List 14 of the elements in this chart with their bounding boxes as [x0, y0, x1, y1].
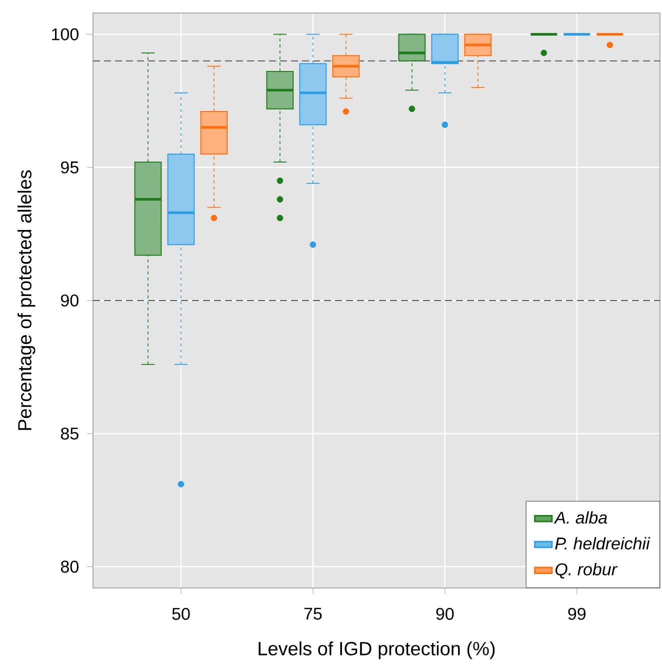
y-tick-label: 80 — [60, 560, 78, 573]
legend-label: Q. robur — [555, 562, 618, 578]
legend-label: P. heldreichii — [555, 537, 650, 550]
y-tick-label: 95 — [61, 161, 78, 174]
y-axis-title: Percentage of protected alleles — [18, 170, 36, 430]
y-tick-label: 90 — [61, 294, 78, 307]
legend-label: A. alba — [554, 511, 607, 524]
x-tick-label: 75 — [304, 608, 322, 620]
y-tick-label: 100 — [52, 28, 78, 40]
y-tick-label: 85 — [60, 428, 78, 440]
x-tick-label: 99 — [568, 608, 586, 620]
x-tick-label: 90 — [436, 608, 454, 620]
x-tick-label: 50 — [172, 608, 190, 620]
x-axis-title: Levels of IGD protection (%) — [258, 641, 495, 660]
